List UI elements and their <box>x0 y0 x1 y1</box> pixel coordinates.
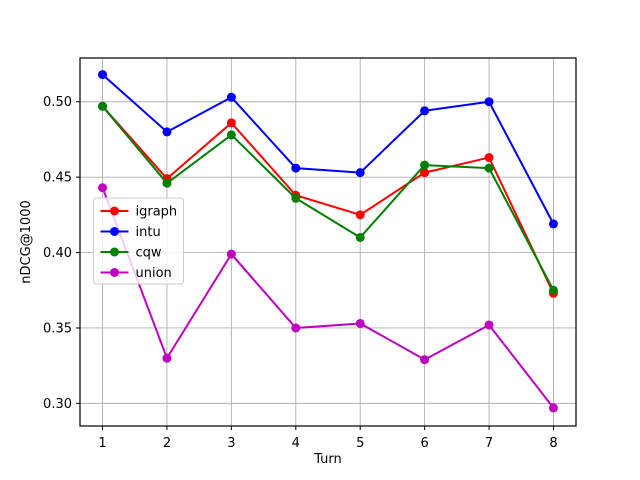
series-union <box>98 183 558 413</box>
data-point-cqw <box>548 285 558 295</box>
data-point-igraph <box>226 118 236 128</box>
data-point-intu <box>548 219 558 229</box>
series-line-igraph <box>101 105 555 294</box>
data-point-cqw <box>226 130 236 140</box>
series-line-union <box>101 187 555 409</box>
data-point-igraph <box>355 210 365 220</box>
legend-label: igraph <box>136 205 178 220</box>
x-tick-label: 3 <box>227 436 235 451</box>
legend-item-intu: intu <box>100 225 161 240</box>
x-tick-label: 1 <box>98 436 106 451</box>
series-line-cqw <box>101 105 555 291</box>
x-tick-label: 8 <box>549 436 557 451</box>
data-point-igraph <box>484 153 494 163</box>
data-point-union <box>226 249 236 259</box>
y-tick-label: 0.30 <box>43 397 72 412</box>
data-point-intu <box>484 97 494 107</box>
legend-item-cqw: cqw <box>100 246 162 261</box>
data-point-intu <box>162 127 172 137</box>
legend-item-igraph: igraph <box>100 205 178 220</box>
data-point-intu <box>291 163 301 173</box>
data-point-union <box>291 323 301 333</box>
legend: igraph intu cqw union <box>93 197 184 285</box>
data-point-union <box>548 403 558 413</box>
series-cqw <box>98 101 558 295</box>
data-point-cqw <box>291 193 301 203</box>
legend-marker <box>110 247 119 257</box>
x-tick-label: 4 <box>292 436 300 451</box>
x-tick-label: 6 <box>420 436 428 451</box>
data-point-union <box>162 353 172 363</box>
data-point-intu <box>98 70 108 80</box>
x-tick-label: 2 <box>163 436 171 451</box>
legend-label: union <box>136 266 172 281</box>
x-tick-label: 5 <box>356 436 364 451</box>
data-point-cqw <box>98 101 108 111</box>
data-point-union <box>98 183 108 193</box>
legend-label: intu <box>136 225 161 240</box>
y-tick-label: 0.40 <box>43 246 72 261</box>
data-point-intu <box>226 92 236 102</box>
legend-box <box>93 197 184 285</box>
y-tick-label: 0.45 <box>43 171 72 186</box>
data-point-intu <box>420 106 430 116</box>
series-intu <box>98 70 558 229</box>
axes-frame <box>79 57 577 427</box>
data-point-igraph <box>420 168 430 178</box>
legend-marker <box>110 227 119 236</box>
series-line-intu <box>101 73 555 225</box>
plot-layer: 0.30 0.35 0.40 0.45 0.50 1 2 3 4 5 6 7 8 igraph intu cq… <box>43 57 577 451</box>
data-point-cqw <box>420 160 430 170</box>
y-tick-label: 0.50 <box>43 95 72 110</box>
legend-marker <box>110 268 119 277</box>
x-tick-label: 7 <box>485 436 493 451</box>
y-axis-label: nDCG@1000 <box>19 200 34 283</box>
data-point-union <box>420 355 430 365</box>
y-tick-label: 0.35 <box>43 321 72 336</box>
data-point-cqw <box>484 163 494 173</box>
data-point-cqw <box>162 178 172 188</box>
data-point-cqw <box>355 232 365 242</box>
legend-item-union: union <box>100 266 172 281</box>
legend-marker <box>110 206 119 216</box>
x-axis-label: Turn <box>313 452 342 467</box>
data-point-union <box>484 320 494 330</box>
data-point-union <box>355 318 365 328</box>
data-point-intu <box>355 168 365 178</box>
legend-label: cqw <box>136 246 162 261</box>
